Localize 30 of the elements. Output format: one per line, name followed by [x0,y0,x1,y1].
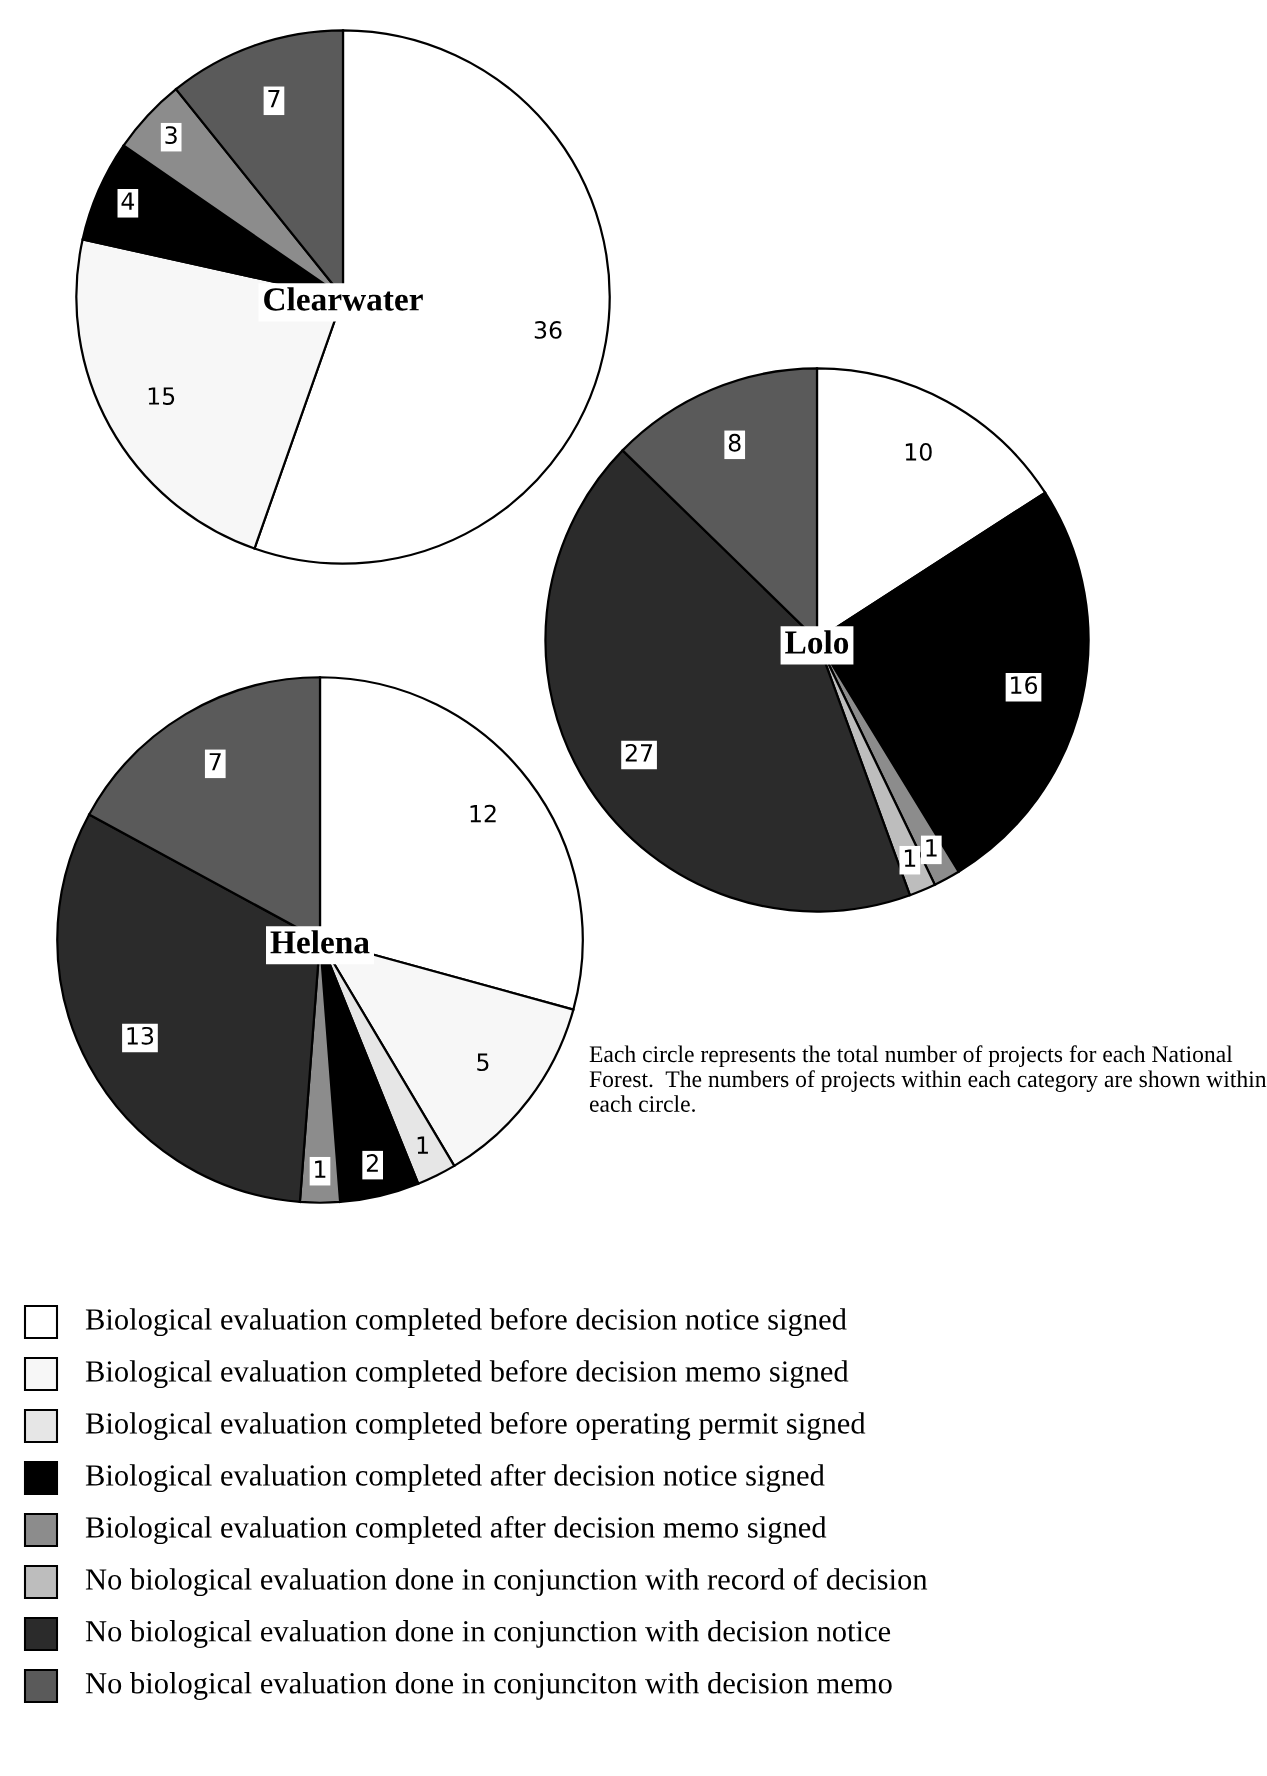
data-label: 7 [268,90,280,108]
data-label: 12 [470,804,496,823]
data-label: 8 [728,433,741,452]
text: Clearwater [264,287,423,311]
data-label: 27 [625,743,653,762]
data-label: 4 [121,192,135,210]
data-label: 3 [165,126,177,145]
data-label: 1 [417,1136,428,1154]
data-label: 7 [209,753,221,771]
legend-label: Biological evaluation completed before decision memo signed [85,1359,849,1389]
data-label: 13 [127,1026,154,1045]
text: Each circle represents the total number of projects for each National Forest. The numbers of projects within each category are shown within each circle. [589,1045,1267,1112]
data-label: 16 [1011,676,1038,694]
data-label: 5 [477,1053,489,1072]
data-label: 1 [926,839,937,857]
text: Lolo [785,630,849,654]
text: Helena [270,930,370,954]
legend-label: Biological evaluation completed before operating permit signed [85,1411,866,1441]
data-label: 15 [148,387,175,405]
data-label: 2 [366,1154,378,1172]
data-label: 1 [315,1160,326,1178]
data-label: 36 [534,321,562,339]
legend-label: No biological evaluation done in conjunciton with decision memo [85,1672,892,1700]
data-label: 10 [905,442,932,461]
legend-label: No biological evaluation done in conjunction with decision notice [85,1620,891,1648]
legend-label: Biological evaluation completed after decision memo signed [85,1515,827,1545]
legend-label: Biological evaluation completed before decision notice signed [85,1307,847,1337]
legend-label: Biological evaluation completed after decision notice signed [85,1463,825,1493]
legend-label: No biological evaluation done in conjunction with record of decision [85,1567,928,1597]
data-label: 1 [904,849,916,867]
